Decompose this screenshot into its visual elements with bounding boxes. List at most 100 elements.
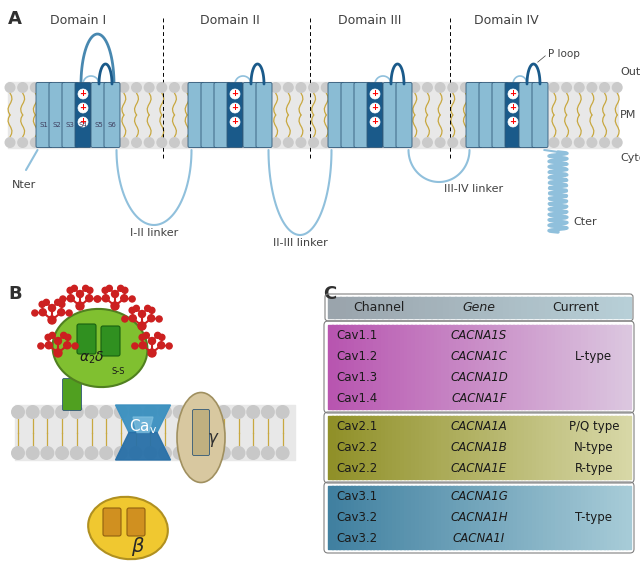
Circle shape [42,82,54,93]
Text: Cav2.2: Cav2.2 [336,462,377,475]
Circle shape [586,82,597,93]
FancyBboxPatch shape [466,82,482,148]
Circle shape [67,287,73,293]
Circle shape [143,446,157,460]
Circle shape [276,405,290,419]
Circle shape [111,290,118,297]
Circle shape [114,446,128,460]
Text: Cav1.4: Cav1.4 [336,392,377,405]
Circle shape [143,405,157,419]
Circle shape [44,300,49,305]
FancyBboxPatch shape [77,324,96,354]
Text: C: C [323,285,336,303]
Circle shape [76,302,84,310]
Circle shape [83,286,89,291]
FancyBboxPatch shape [36,82,52,148]
Circle shape [60,296,66,302]
Circle shape [148,315,155,322]
Text: Cav1.3: Cav1.3 [336,371,377,384]
Text: CACNA1H: CACNA1H [450,511,508,524]
Circle shape [11,405,25,419]
FancyBboxPatch shape [63,378,81,411]
Text: +: + [371,117,378,127]
Circle shape [599,82,610,93]
Circle shape [472,82,484,93]
Circle shape [435,82,445,93]
Circle shape [133,305,140,311]
Circle shape [78,103,88,113]
Circle shape [106,137,116,148]
FancyBboxPatch shape [243,82,259,148]
Circle shape [140,342,147,349]
Circle shape [217,446,231,460]
Text: S5: S5 [95,122,104,128]
Circle shape [81,137,92,148]
Text: L-type: L-type [575,350,612,363]
Circle shape [460,137,471,148]
Circle shape [207,137,218,148]
Text: $\beta$: $\beta$ [131,534,145,558]
FancyBboxPatch shape [75,82,91,148]
Circle shape [261,405,275,419]
Text: Cter: Cter [573,217,596,227]
Text: +: + [509,103,516,113]
Circle shape [84,446,99,460]
Circle shape [55,137,66,148]
Circle shape [45,334,51,340]
Circle shape [422,137,433,148]
Circle shape [102,287,108,293]
Circle shape [58,309,65,316]
Circle shape [296,137,307,148]
Circle shape [40,446,54,460]
FancyBboxPatch shape [383,82,399,148]
Circle shape [232,405,246,419]
Circle shape [308,137,319,148]
Circle shape [447,82,458,93]
Circle shape [508,103,518,113]
Text: +: + [371,103,378,113]
Text: Domain I: Domain I [50,14,106,27]
Circle shape [129,296,135,302]
Circle shape [106,82,116,93]
FancyBboxPatch shape [505,82,521,148]
Circle shape [561,137,572,148]
Circle shape [45,342,52,349]
Circle shape [586,137,597,148]
Circle shape [370,89,380,99]
Circle shape [138,322,146,330]
Text: A: A [8,10,22,28]
Circle shape [207,82,218,93]
Circle shape [42,137,54,148]
Text: R-type: R-type [575,462,613,475]
Circle shape [93,137,104,148]
Circle shape [143,332,149,338]
Circle shape [148,349,156,357]
FancyBboxPatch shape [492,82,508,148]
Text: Cav2.2: Cav2.2 [336,441,377,454]
Circle shape [61,332,67,338]
Circle shape [26,446,40,460]
Text: Out: Out [620,67,640,77]
Circle shape [370,117,380,127]
Circle shape [39,301,45,307]
Text: S6: S6 [108,122,116,128]
Circle shape [49,332,55,338]
Circle shape [188,446,202,460]
Circle shape [166,343,172,349]
Circle shape [548,82,559,93]
Circle shape [523,82,534,93]
Text: +: + [509,89,516,99]
Circle shape [536,137,547,148]
Circle shape [498,137,509,148]
Text: Cav3.2: Cav3.2 [336,511,377,524]
Circle shape [508,117,518,127]
Circle shape [202,405,216,419]
Text: CACNA1S: CACNA1S [451,329,507,342]
FancyBboxPatch shape [62,82,78,148]
Circle shape [188,405,202,419]
Circle shape [232,82,243,93]
Text: B: B [8,285,22,303]
Circle shape [346,82,357,93]
Circle shape [422,82,433,93]
Text: CACNA1I: CACNA1I [453,532,505,545]
